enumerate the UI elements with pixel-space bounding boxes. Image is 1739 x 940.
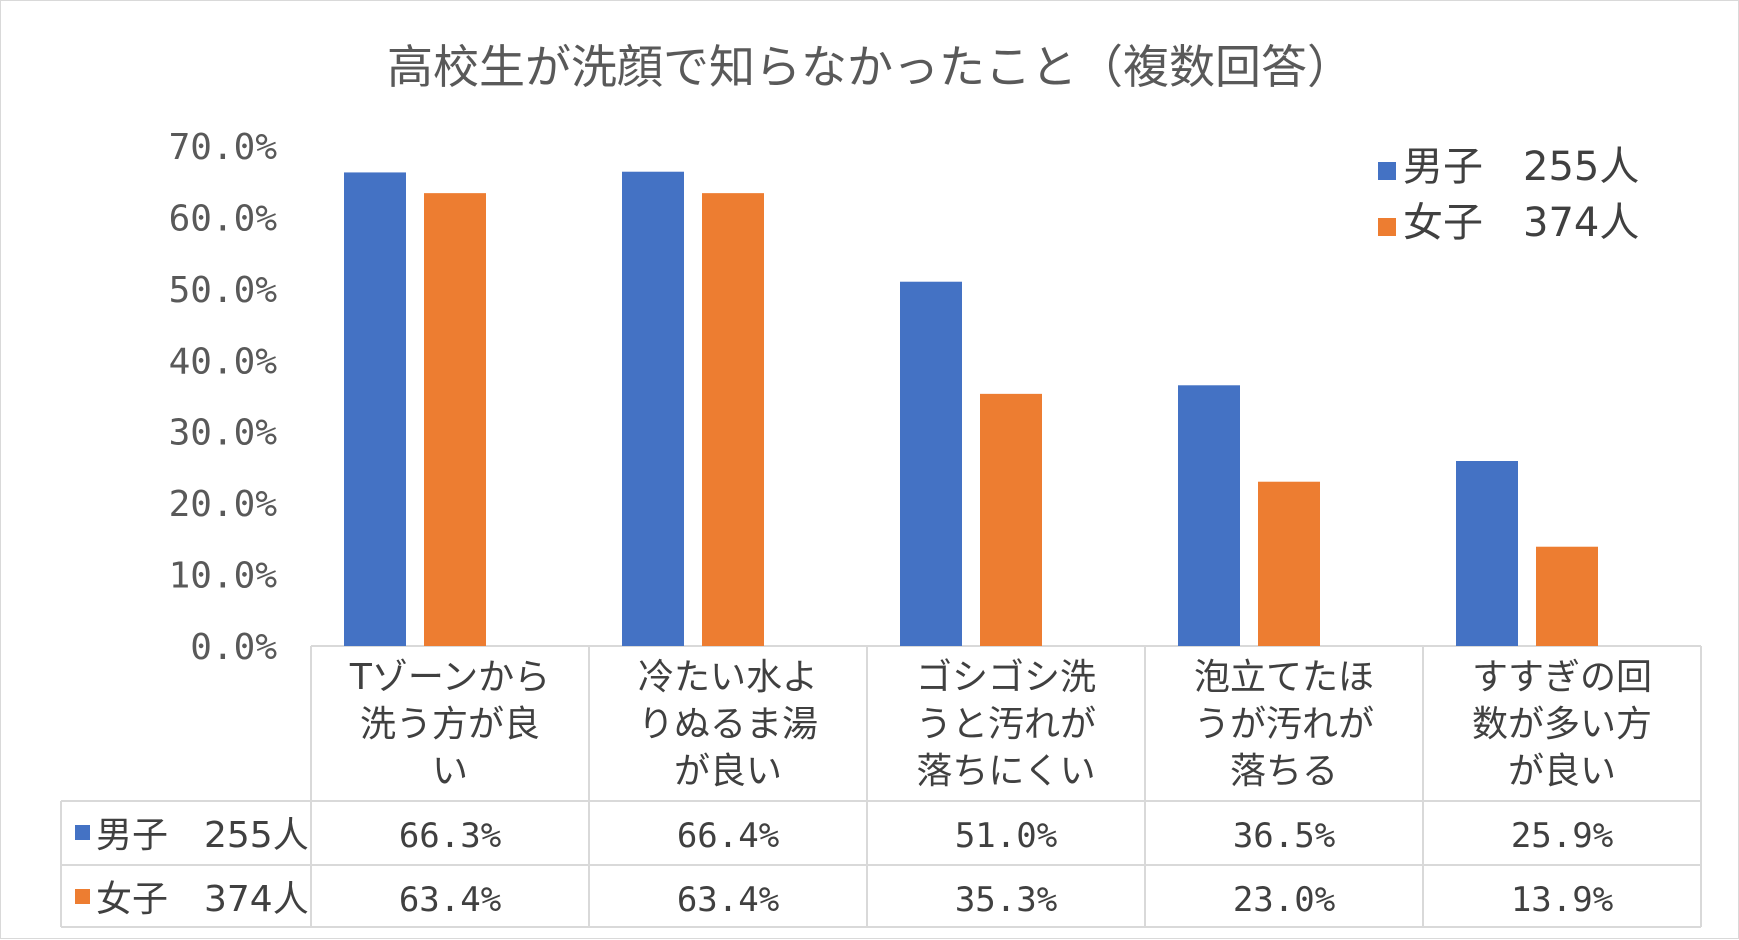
category-label: い xyxy=(432,751,468,792)
y-tick-label: 10.0% xyxy=(169,556,278,597)
data-table: 男子 255人 66.3% 66.4% 51.0% 36.5% 25.9% 女子 374人 6… xyxy=(75,815,1613,920)
table-row-label: 女子 374人 xyxy=(96,879,309,920)
category-label: りぬるま湯 xyxy=(638,704,818,745)
bar-male xyxy=(1456,461,1518,646)
bar-female xyxy=(1258,481,1320,646)
bar-female xyxy=(702,193,764,646)
y-tick-label: 30.0% xyxy=(169,413,278,454)
category-label: が良い xyxy=(674,751,782,792)
y-tick-label: 70.0% xyxy=(169,127,278,168)
y-axis-ticks: 0.0% 10.0% 20.0% 30.0% 40.0% 50.0% 60.0% 70.0% xyxy=(169,127,278,668)
bar-female xyxy=(980,393,1042,646)
bar-female xyxy=(424,193,486,646)
table-cell-value: 66.3% xyxy=(399,816,501,856)
y-tick-label: 50.0% xyxy=(169,270,278,311)
table-cell-value: 36.5% xyxy=(1233,816,1335,856)
table-cell-value: 66.4% xyxy=(677,816,779,856)
category-label: 数が多い方 xyxy=(1472,704,1652,745)
y-tick-label: 20.0% xyxy=(169,484,278,525)
table-cell-value: 63.4% xyxy=(399,880,501,920)
bar-male xyxy=(622,171,684,646)
table-legend-key xyxy=(75,889,90,904)
bar-male xyxy=(900,281,962,646)
category-label: うと汚れが xyxy=(916,704,1096,745)
y-tick-label: 40.0% xyxy=(169,341,278,382)
y-tick-label: 60.0% xyxy=(169,198,278,239)
category-label: 洗う方が良 xyxy=(360,704,540,745)
category-label: が良い xyxy=(1508,751,1616,792)
legend-label: 女子 374人 xyxy=(1403,200,1639,246)
table-cell-value: 23.0% xyxy=(1233,880,1335,920)
category-label: 泡立てたほ xyxy=(1194,657,1374,698)
table-legend-key xyxy=(75,825,90,840)
category-label: Tゾーンから xyxy=(349,657,550,698)
table-cell-value: 63.4% xyxy=(677,880,779,920)
table-row-label: 男子 255人 xyxy=(96,815,309,856)
category-label: うが汚れが xyxy=(1194,704,1374,745)
legend-key xyxy=(1378,218,1396,236)
category-label: 冷たい水よ xyxy=(638,657,818,698)
legend-key xyxy=(1378,162,1396,180)
category-label: すすぎの回 xyxy=(1472,657,1652,698)
table-cell-value: 25.9% xyxy=(1511,816,1613,856)
bar-male xyxy=(344,172,406,646)
category-label: 落ちにくい xyxy=(916,751,1095,792)
bars xyxy=(344,171,1598,646)
category-label: 落ちる xyxy=(1230,751,1338,792)
table-cell-value: 13.9% xyxy=(1511,880,1613,920)
bar-female xyxy=(1536,546,1598,646)
bar-male xyxy=(1178,385,1240,646)
table-cell-value: 51.0% xyxy=(955,816,1057,856)
legend-label: 男子 255人 xyxy=(1403,144,1639,190)
chart-title: 高校生が洗顔で知らなかったこと（複数回答） xyxy=(387,40,1353,94)
category-label: ゴシゴシ洗 xyxy=(916,657,1096,698)
table-cell-value: 35.3% xyxy=(955,880,1057,920)
y-tick-label: 0.0% xyxy=(190,627,277,668)
